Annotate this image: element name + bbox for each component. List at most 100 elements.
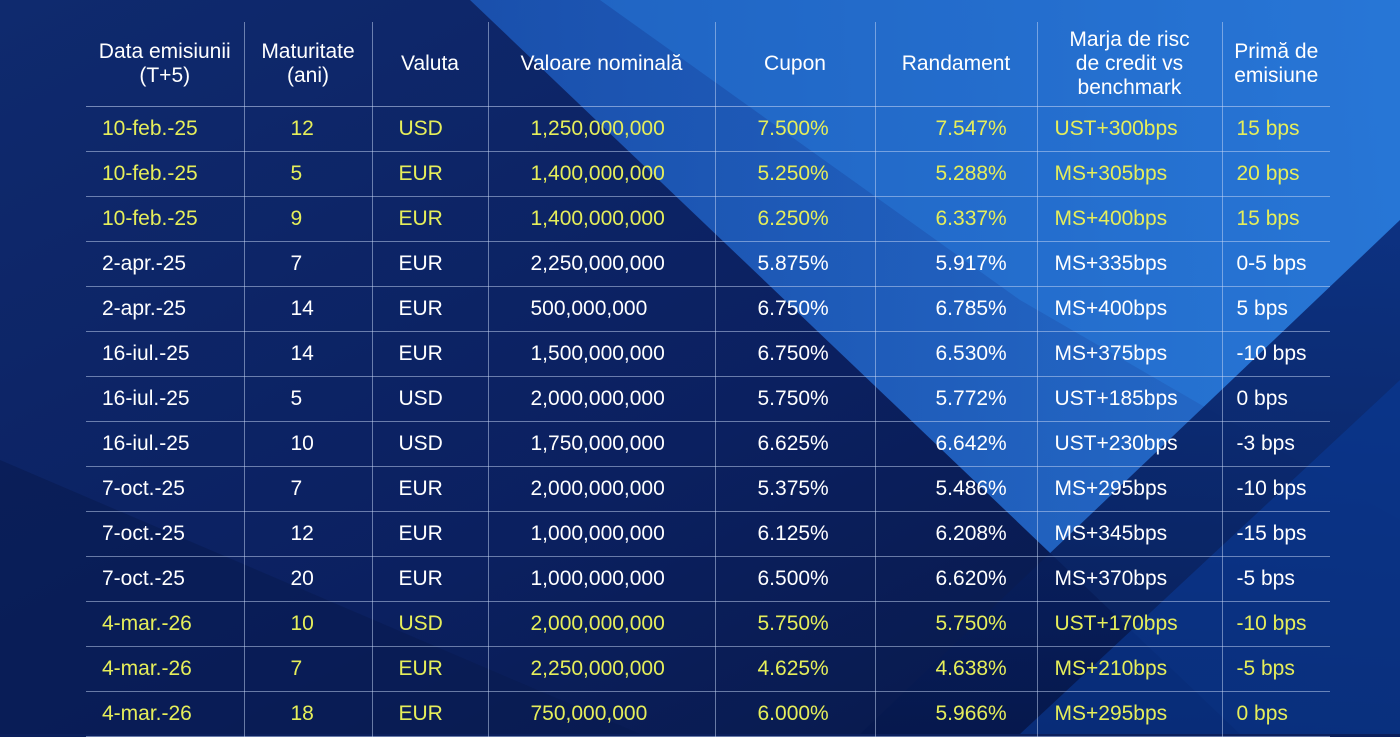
table-row: 7-oct.-25 20 EUR 1,000,000,000 6.500% 6.620% M…	[86, 556, 1330, 602]
table-row: 2-apr.-25 7 EUR 2,250,000,000 5.875% 5.917% MS…	[86, 241, 1330, 287]
cell-credit-spread: MS+295bps	[1037, 691, 1223, 737]
cell-coupon: 6.000%	[715, 691, 876, 737]
cell-issue-premium: 5 bps	[1222, 286, 1330, 332]
table-row: 2-apr.-25 14 EUR 500,000,000 6.750% 6.785% MS+…	[86, 286, 1330, 332]
cell-nominal-value: 2,250,000,000	[488, 241, 716, 287]
cell-yield: 7.547%	[875, 106, 1038, 152]
cell-maturity: 10	[244, 421, 373, 467]
cell-credit-spread: MS+400bps	[1037, 196, 1223, 242]
cell-issue-premium: -10 bps	[1222, 601, 1330, 647]
header-nominal-value: Valoare nominală	[488, 22, 716, 107]
cell-yield: 4.638%	[875, 646, 1038, 692]
cell-currency: USD	[372, 106, 489, 152]
table-header-row: Data emisiunii (T+5) Maturitate (ani) Valu…	[86, 22, 1330, 107]
header-issue-premium: Primă de emisiune	[1222, 22, 1330, 107]
cell-nominal-value: 750,000,000	[488, 691, 716, 737]
cell-coupon: 6.125%	[715, 511, 876, 557]
cell-nominal-value: 500,000,000	[488, 286, 716, 332]
cell-yield: 6.642%	[875, 421, 1038, 467]
cell-issue-date: 4-mar.-26	[86, 601, 245, 647]
cell-issue-date: 16-iul.-25	[86, 376, 245, 422]
cell-maturity: 20	[244, 556, 373, 602]
cell-maturity: 12	[244, 106, 373, 152]
cell-maturity: 7	[244, 466, 373, 512]
cell-yield: 5.917%	[875, 241, 1038, 287]
cell-issue-premium: -3 bps	[1222, 421, 1330, 467]
cell-nominal-value: 1,400,000,000	[488, 151, 716, 197]
cell-issue-premium: 0 bps	[1222, 691, 1330, 737]
table-row: 16-iul.-25 14 EUR 1,500,000,000 6.750% 6.530%…	[86, 331, 1330, 377]
cell-coupon: 6.625%	[715, 421, 876, 467]
cell-coupon: 4.625%	[715, 646, 876, 692]
header-maturity: Maturitate (ani)	[244, 22, 373, 107]
cell-currency: EUR	[372, 511, 489, 557]
table-row: 16-iul.-25 10 USD 1,750,000,000 6.625% 6.642%…	[86, 421, 1330, 467]
table-row: 4-mar.-26 10 USD 2,000,000,000 5.750% 5.750% U…	[86, 601, 1330, 647]
cell-currency: EUR	[372, 331, 489, 377]
cell-credit-spread: UST+230bps	[1037, 421, 1223, 467]
table-row: 16-iul.-25 5 USD 2,000,000,000 5.750% 5.772% U…	[86, 376, 1330, 422]
cell-issue-premium: 0-5 bps	[1222, 241, 1330, 287]
cell-issue-premium: -10 bps	[1222, 331, 1330, 377]
cell-currency: USD	[372, 421, 489, 467]
cell-yield: 6.337%	[875, 196, 1038, 242]
cell-coupon: 5.750%	[715, 601, 876, 647]
cell-issue-date: 7-oct.-25	[86, 466, 245, 512]
cell-issue-date: 16-iul.-25	[86, 331, 245, 377]
cell-maturity: 18	[244, 691, 373, 737]
cell-coupon: 5.375%	[715, 466, 876, 512]
cell-credit-spread: MS+335bps	[1037, 241, 1223, 287]
cell-maturity: 5	[244, 151, 373, 197]
cell-yield: 5.772%	[875, 376, 1038, 422]
cell-maturity: 10	[244, 601, 373, 647]
cell-issue-premium: 15 bps	[1222, 106, 1330, 152]
header-coupon: Cupon	[715, 22, 876, 107]
cell-issue-date: 10-feb.-25	[86, 151, 245, 197]
header-credit-spread: Marja de risc de credit vs benchmark	[1037, 22, 1223, 107]
cell-credit-spread: UST+300bps	[1037, 106, 1223, 152]
cell-yield: 5.486%	[875, 466, 1038, 512]
cell-credit-spread: MS+370bps	[1037, 556, 1223, 602]
cell-maturity: 14	[244, 286, 373, 332]
cell-issue-date: 7-oct.-25	[86, 511, 245, 557]
cell-coupon: 5.750%	[715, 376, 876, 422]
cell-maturity: 12	[244, 511, 373, 557]
cell-coupon: 5.250%	[715, 151, 876, 197]
cell-nominal-value: 2,000,000,000	[488, 466, 716, 512]
cell-maturity: 5	[244, 376, 373, 422]
cell-issue-date: 2-apr.-25	[86, 241, 245, 287]
cell-currency: EUR	[372, 241, 489, 287]
cell-yield: 5.750%	[875, 601, 1038, 647]
cell-credit-spread: MS+305bps	[1037, 151, 1223, 197]
cell-issue-premium: -5 bps	[1222, 646, 1330, 692]
cell-nominal-value: 1,000,000,000	[488, 511, 716, 557]
cell-credit-spread: MS+210bps	[1037, 646, 1223, 692]
table-row: 4-mar.-26 7 EUR 2,250,000,000 4.625% 4.638% MS…	[86, 646, 1330, 692]
table-row: 10-feb.-25 9 EUR 1,400,000,000 6.250% 6.337% M…	[86, 196, 1330, 242]
cell-issue-date: 10-feb.-25	[86, 196, 245, 242]
cell-currency: EUR	[372, 466, 489, 512]
cell-yield: 5.966%	[875, 691, 1038, 737]
cell-issue-date: 10-feb.-25	[86, 106, 245, 152]
cell-credit-spread: MS+400bps	[1037, 286, 1223, 332]
cell-maturity: 7	[244, 241, 373, 287]
cell-nominal-value: 1,400,000,000	[488, 196, 716, 242]
cell-credit-spread: MS+375bps	[1037, 331, 1223, 377]
cell-issue-premium: 0 bps	[1222, 376, 1330, 422]
cell-coupon: 5.875%	[715, 241, 876, 287]
cell-credit-spread: UST+170bps	[1037, 601, 1223, 647]
cell-coupon: 6.750%	[715, 286, 876, 332]
cell-currency: USD	[372, 601, 489, 647]
cell-issue-date: 7-oct.-25	[86, 556, 245, 602]
cell-currency: USD	[372, 376, 489, 422]
cell-yield: 6.530%	[875, 331, 1038, 377]
cell-yield: 6.208%	[875, 511, 1038, 557]
cell-coupon: 6.500%	[715, 556, 876, 602]
table-row: 7-oct.-25 7 EUR 2,000,000,000 5.375% 5.486% MS…	[86, 466, 1330, 512]
cell-currency: EUR	[372, 196, 489, 242]
cell-issue-premium: -5 bps	[1222, 556, 1330, 602]
cell-maturity: 9	[244, 196, 373, 242]
cell-maturity: 7	[244, 646, 373, 692]
cell-issue-premium: 20 bps	[1222, 151, 1330, 197]
cell-issue-premium: 15 bps	[1222, 196, 1330, 242]
